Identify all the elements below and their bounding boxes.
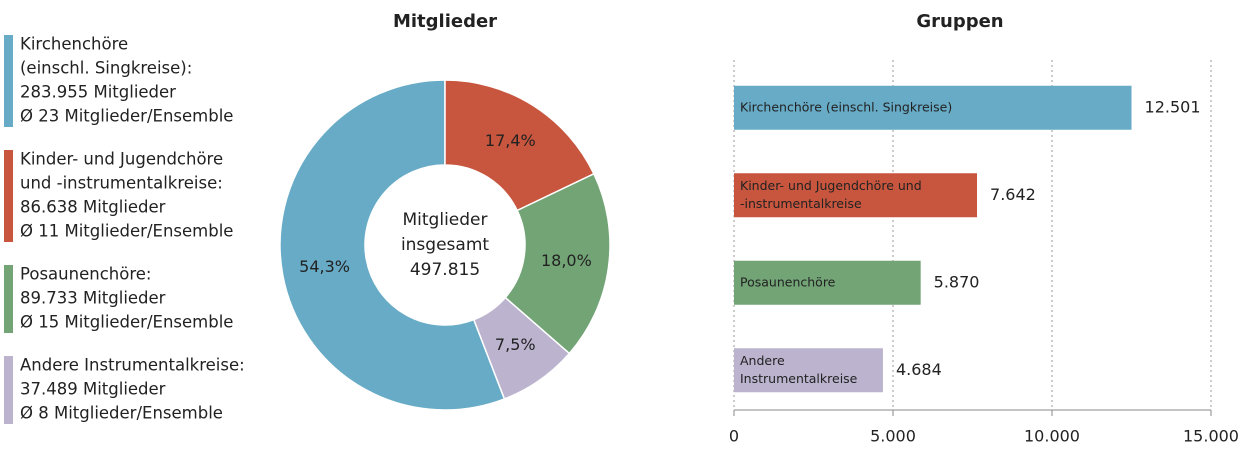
center-label: 497.815: [410, 260, 480, 280]
bar-label: Instrumentalkreise: [740, 371, 858, 386]
legend-label: Ø 8 Mitglieder/Ensemble: [20, 404, 223, 423]
bar-label: Kirchenchöre (einschl. Singkreise): [740, 99, 952, 114]
data-label: 7.642: [990, 185, 1036, 204]
bar: [734, 85, 1132, 130]
legend-label: 283.955 Mitglieder: [20, 83, 176, 102]
data-label: 54,3%: [299, 257, 350, 276]
bar: [734, 348, 883, 393]
legend-label: Andere Instrumentalkreise:: [20, 356, 245, 375]
donut-slice: [444, 79, 595, 212]
legend-swatch: [4, 150, 13, 242]
legend-swatch: [4, 356, 13, 424]
legend-label: und -instrumentalkreise:: [20, 174, 223, 193]
data-label: 5.870: [934, 272, 980, 291]
data-label: 18,0%: [541, 251, 592, 270]
x-tick-label: 10.000: [1024, 427, 1080, 446]
x-tick-label: 5.000: [870, 427, 916, 446]
legend-label: 86.638 Mitglieder: [20, 198, 166, 217]
legend-label: Ø 11 Mitglieder/Ensemble: [20, 222, 233, 241]
chart-title: Gruppen: [916, 11, 1003, 32]
legend-swatch: [4, 265, 13, 333]
data-label: 17,4%: [485, 131, 536, 150]
center-label: Mitglieder: [403, 210, 488, 230]
data-label: 4.684: [896, 360, 942, 379]
legend-label: (einschl. Singkreise):: [20, 59, 192, 78]
donut-slice: [504, 172, 611, 355]
bar-label: Posaunenchöre: [740, 274, 836, 289]
bar-label: -instrumentalkreise: [740, 196, 862, 211]
legend-label: Posaunenchöre:: [20, 265, 151, 284]
legend-label: Kirchenchöre: [20, 35, 128, 54]
x-tick-label: 0: [729, 427, 739, 446]
bar-label: Andere: [740, 353, 785, 368]
legend-label: 89.733 Mitglieder: [20, 289, 166, 308]
center-label: insgesamt: [401, 235, 489, 255]
legend-label: 37.489 Mitglieder: [20, 380, 166, 399]
legend-label: Ø 23 Mitglieder/Ensemble: [20, 107, 233, 126]
bar: [734, 173, 978, 218]
data-label: 7,5%: [495, 335, 536, 354]
donut-slice: [472, 296, 571, 400]
legend-label: Kinder- und Jugendchöre: [20, 150, 223, 169]
data-label: 12.501: [1145, 97, 1201, 116]
chart-title: Mitglieder: [393, 11, 497, 32]
legend-swatch: [4, 35, 13, 127]
bar-label: Kinder- und Jugendchöre und: [740, 178, 922, 193]
x-tick-label: 15.000: [1183, 427, 1239, 446]
donut-slice: [279, 79, 506, 411]
bar: [734, 260, 921, 305]
legend-label: Ø 15 Mitglieder/Ensemble: [20, 313, 233, 332]
